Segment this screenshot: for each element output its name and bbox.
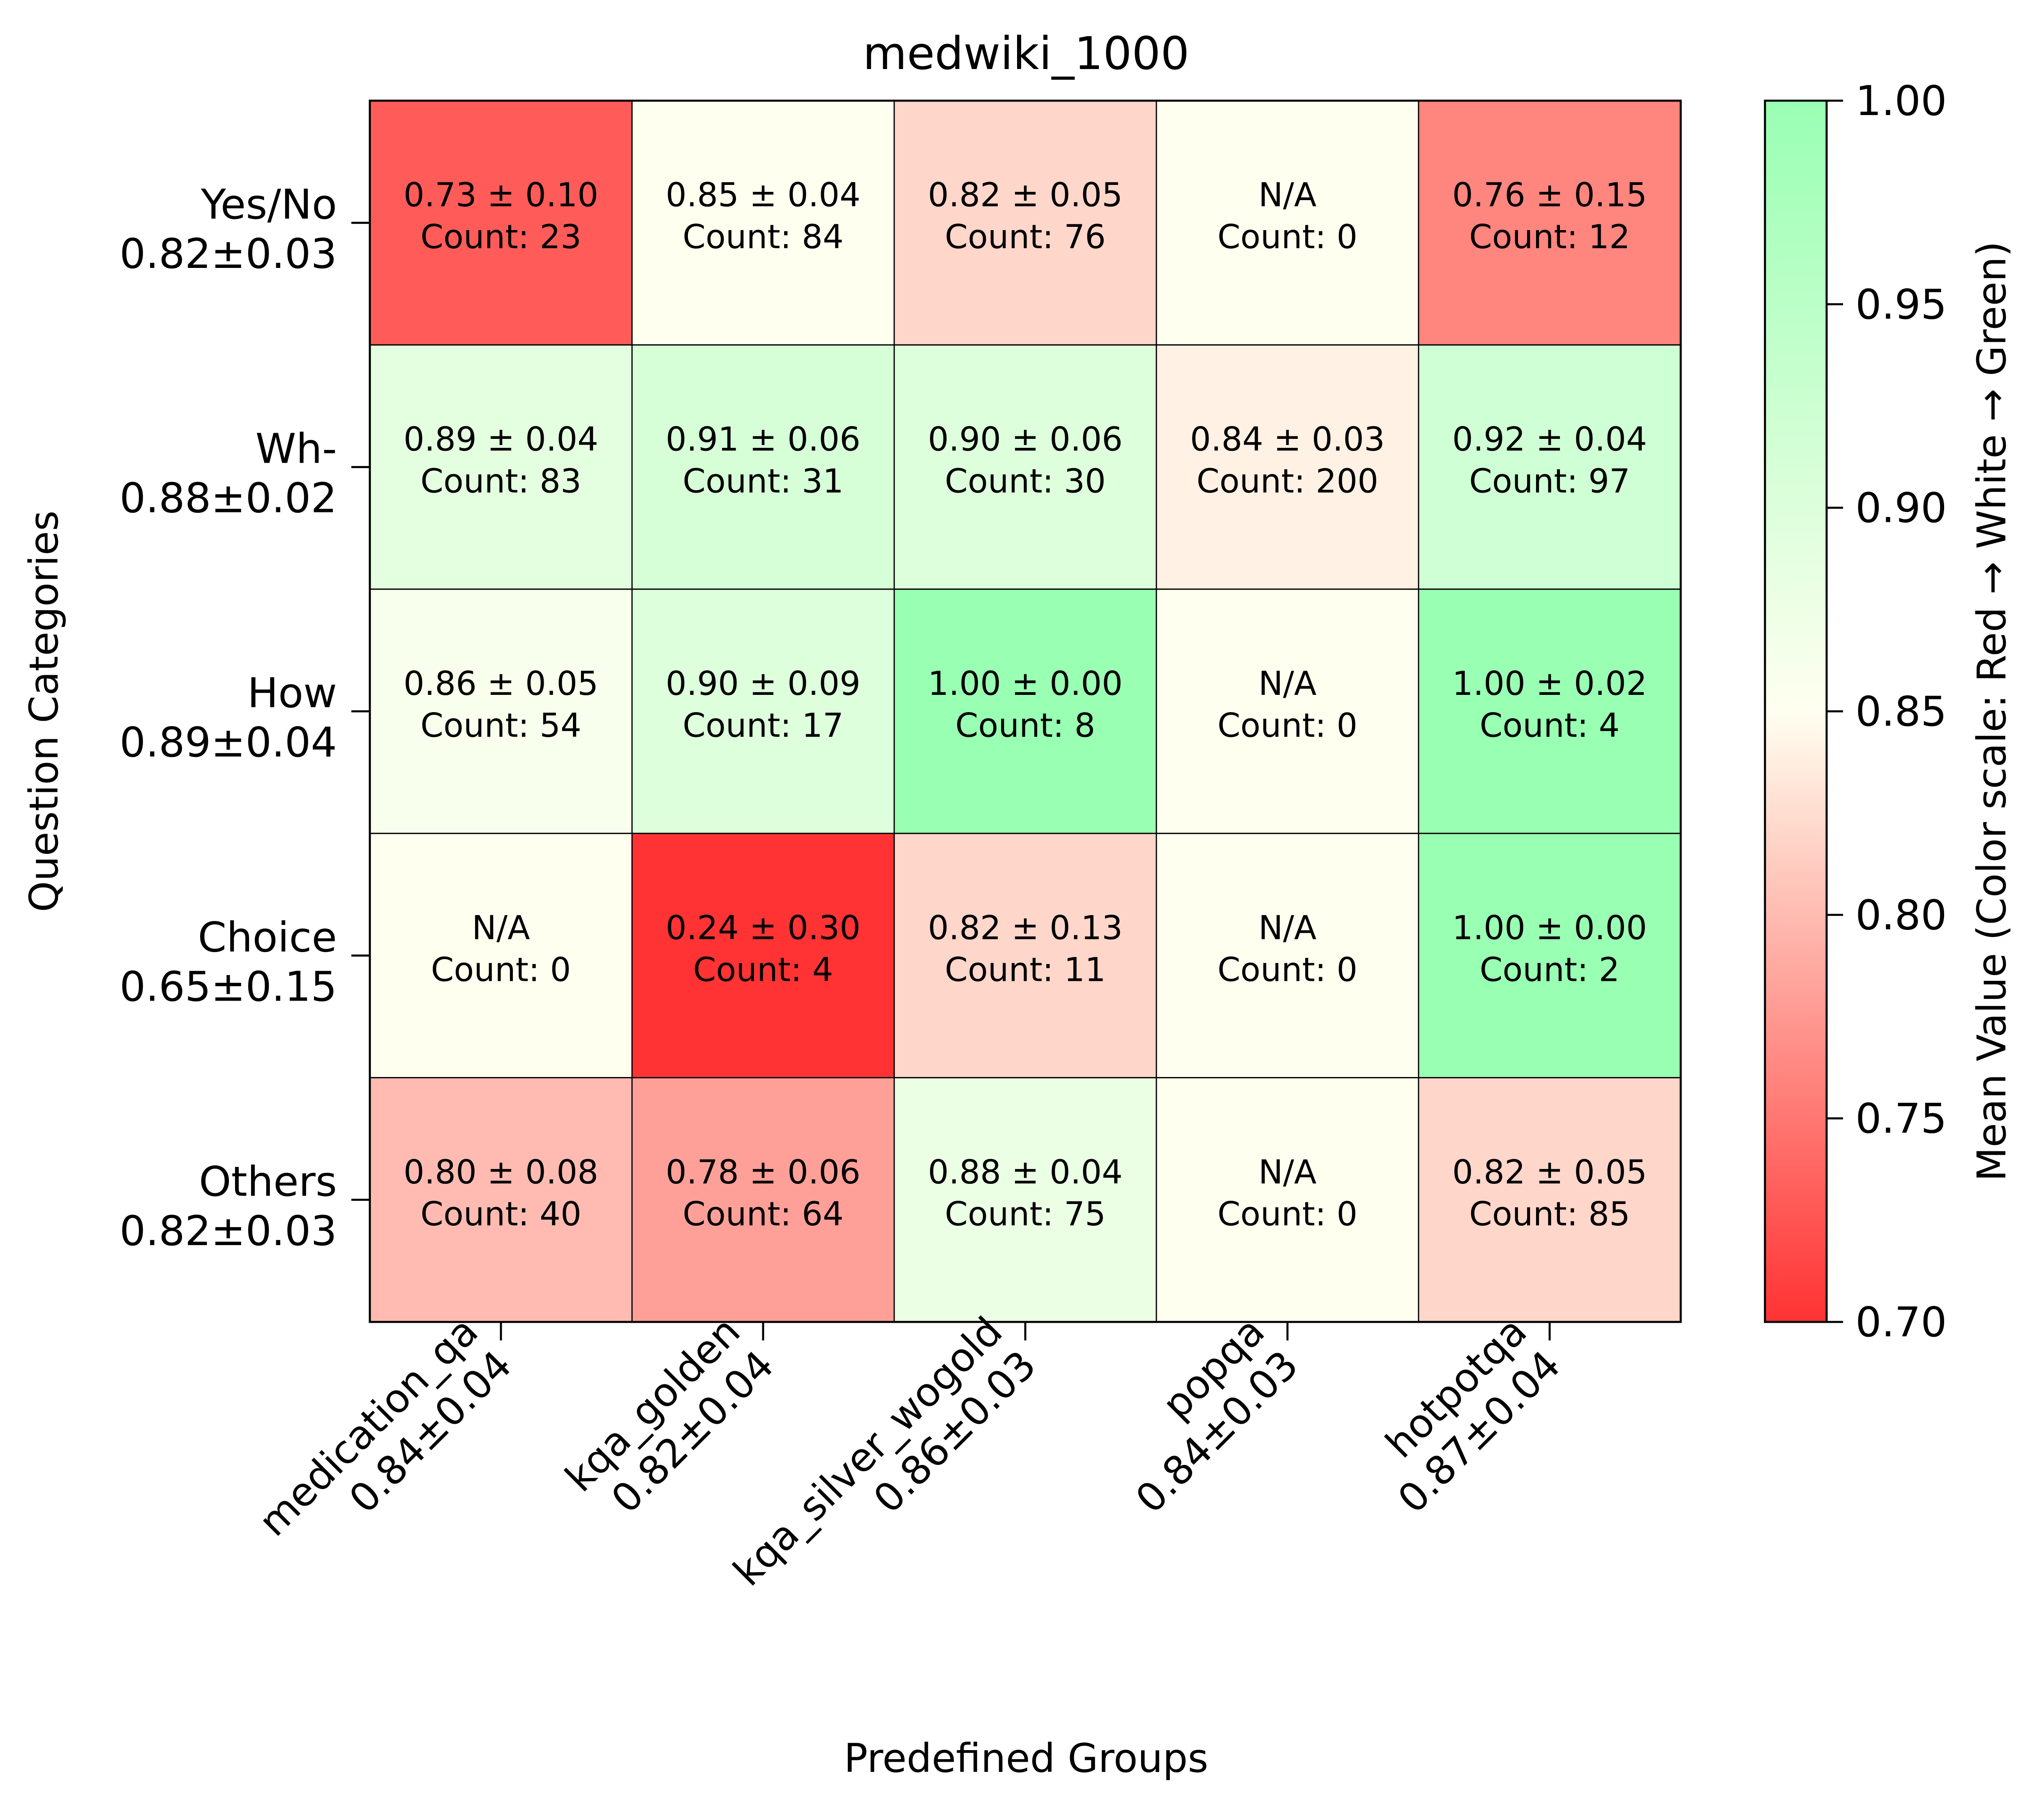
x-axis: medication_qa0.84±0.04 kqa_golden0.82±0.0…: [250, 1308, 1569, 1628]
heatmap-cell: [893, 344, 1157, 590]
y-tick-label: Wh-0.88±0.02: [120, 425, 337, 522]
heatmap-cell: [1156, 588, 1419, 834]
cell-value-label: 1.00 ± 0.00: [928, 664, 1123, 703]
cell-count-label: Count: 4: [1480, 706, 1620, 745]
colorbar-tick-label: 0.90: [1855, 484, 1947, 532]
x-tick-label: hotpotqa0.87±0.04: [1355, 1308, 1569, 1522]
heatmap-cells: [369, 100, 1682, 1323]
cell-count-label: Count: 84: [683, 218, 844, 256]
cell-count-label: Count: 0: [1218, 1195, 1358, 1233]
heatmap-cell: [631, 344, 895, 590]
cell-count-label: Count: 12: [1469, 218, 1630, 256]
colorbar-tick-label: 1.00: [1855, 77, 1947, 125]
cell-count-label: Count: 83: [420, 462, 581, 501]
cell-count-label: Count: 17: [683, 706, 844, 745]
cell-count-label: Count: 0: [1218, 950, 1358, 989]
cell-count-label: Count: 4: [693, 950, 833, 989]
cell-count-label: Count: 23: [420, 218, 581, 256]
cell-value-label: 0.80 ± 0.08: [404, 1153, 598, 1191]
colorbar-tick-label: 0.95: [1855, 280, 1947, 328]
cell-value-label: 0.82 ± 0.13: [928, 909, 1123, 947]
y-tick-label: Others 0.82±0.03: [120, 1158, 337, 1255]
y-tick-label: Yes/No 0.82±0.03: [120, 180, 337, 278]
heatmap-cell: [1418, 100, 1682, 346]
cell-count-label: Count: 54: [420, 706, 581, 745]
cell-count-label: Count: 75: [945, 1195, 1106, 1233]
heatmap-cell: [893, 588, 1157, 834]
cell-count-label: Count: 2: [1480, 950, 1620, 989]
colorbar-tick-label: 0.85: [1855, 687, 1947, 736]
cell-value-label: 0.92 ± 0.04: [1452, 420, 1647, 459]
cell-value-label: 1.00 ± 0.02: [1452, 664, 1647, 703]
heatmap-cell: [1156, 100, 1419, 346]
colorbar-ticks: 0.70 0.75 0.80 0.85 0.90 0.95 1.00: [1827, 77, 1947, 1346]
colorbar-label: Mean Value (Color scale: Red → White → G…: [1969, 241, 2015, 1181]
cell-count-label: Count: 200: [1197, 462, 1379, 501]
heatmap-cell: [893, 833, 1157, 1079]
x-tick-label: kqa_silver_wogold0.86±0.03: [724, 1308, 1045, 1628]
cell-value-label: 0.85 ± 0.04: [666, 176, 861, 214]
cell-count-label: Count: 0: [1218, 218, 1358, 256]
cell-value-label: 0.89 ± 0.04: [404, 420, 598, 459]
cell-count-label: Count: 31: [683, 462, 844, 501]
cell-value-label: 0.90 ± 0.06: [928, 420, 1123, 459]
cell-count-label: Count: 85: [1469, 1195, 1630, 1233]
cell-value-label: 0.78 ± 0.06: [666, 1153, 861, 1191]
cell-value-label: N/A: [472, 909, 530, 947]
colorbar-tick-label: 0.80: [1855, 891, 1947, 939]
heatmap-cell: [1418, 588, 1682, 834]
cell-value-label: 0.84 ± 0.03: [1190, 420, 1385, 459]
heatmap-cell: [893, 1077, 1157, 1323]
y-tick-label: Choice 0.65±0.15: [120, 913, 337, 1010]
x-tick-label: popqa0.84±0.03: [1093, 1308, 1307, 1522]
colorbar-tick-label: 0.75: [1855, 1095, 1947, 1143]
heatmap-cell-labels: 0.73 ± 0.10 Count: 23 0.85 ± 0.04 Count: 84…: [404, 176, 1647, 1233]
heatmap-cell: [1418, 1077, 1682, 1323]
cell-value-label: 0.73 ± 0.10: [404, 176, 598, 214]
cell-value-label: 0.82 ± 0.05: [1452, 1153, 1647, 1191]
heatmap-cell: [631, 588, 895, 834]
cell-value-label: 0.90 ± 0.09: [666, 664, 861, 703]
cell-value-label: N/A: [1258, 909, 1317, 947]
heatmap-cell: [631, 100, 895, 346]
cell-value-label: 0.86 ± 0.05: [404, 664, 598, 703]
heatmap-cell: [631, 1077, 895, 1323]
cell-value-label: 0.82 ± 0.05: [928, 176, 1123, 214]
cell-value-label: N/A: [1258, 1153, 1317, 1191]
colorbar: [1764, 99, 1828, 1323]
heatmap-cell: [369, 344, 633, 590]
y-axis-label: Question Categories: [21, 510, 67, 912]
cell-value-label: 0.76 ± 0.15: [1452, 176, 1647, 214]
cell-count-label: Count: 40: [420, 1195, 581, 1233]
y-tick-label: How 0.89±0.04: [120, 669, 337, 766]
heatmap-cell: [1156, 833, 1419, 1079]
cell-value-label: 0.91 ± 0.06: [666, 420, 861, 459]
x-tick-label: medication_qa0.84±0.04: [250, 1308, 521, 1579]
cell-value-label: 1.00 ± 0.00: [1452, 909, 1647, 947]
cell-count-label: Count: 8: [955, 706, 1096, 745]
x-tick-label: kqa_golden0.82±0.04: [556, 1308, 783, 1534]
cell-count-label: Count: 0: [1218, 706, 1358, 745]
cell-count-label: Count: 97: [1469, 462, 1630, 501]
y-axis: Yes/No 0.82±0.03 Wh-0.88±0.02 How 0.89±0.04 C…: [120, 180, 370, 1255]
heatmap-cell: [369, 1077, 633, 1323]
cell-value-label: N/A: [1258, 664, 1317, 703]
cell-count-label: Count: 0: [431, 950, 571, 989]
cell-value-label: N/A: [1258, 176, 1317, 214]
heatmap-cell: [631, 833, 895, 1079]
cell-value-label: 0.24 ± 0.30: [666, 909, 861, 947]
cell-count-label: Count: 76: [945, 218, 1106, 256]
x-axis-label: Predefined Groups: [844, 1735, 1209, 1781]
cell-count-label: Count: 64: [683, 1195, 844, 1233]
colorbar-tick-label: 0.70: [1855, 1298, 1947, 1346]
chart-title: medwiki_1000: [863, 27, 1189, 80]
heatmap-cell: [1418, 344, 1682, 590]
cell-count-label: Count: 11: [945, 950, 1106, 989]
cell-value-label: 0.88 ± 0.04: [928, 1153, 1123, 1191]
heatmap-cell: [369, 100, 633, 346]
cell-count-label: Count: 30: [945, 462, 1106, 501]
heatmap-cell: [1418, 833, 1682, 1079]
